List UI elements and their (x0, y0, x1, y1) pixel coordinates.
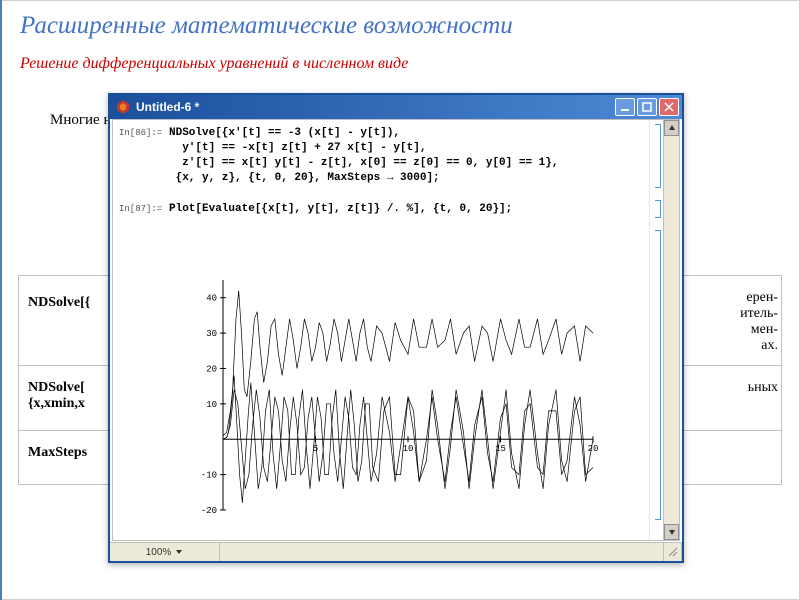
minimize-button[interactable] (615, 98, 635, 116)
slide-subtitle: Решение дифференциальных уравнений в чис… (20, 55, 780, 73)
plot-output: 5101520-20-1010203040 (183, 270, 603, 520)
window-statusbar: 100% (110, 542, 682, 561)
zoom-dropdown-icon (175, 548, 183, 556)
bg-right-fragment-2: ьных (748, 380, 778, 396)
bg-right-fragment-1: ерен- итель- мен- ах. (740, 290, 778, 354)
svg-text:30: 30 (206, 329, 217, 339)
slide-title: Расширенные математические возможности (20, 12, 780, 40)
cell-bracket-column (649, 120, 663, 540)
in86-label: In[86]:= (119, 128, 162, 138)
svg-text:20: 20 (588, 444, 599, 454)
mathematica-window: Untitled-6 * In[86]:= NDSolve[{x'[t] == … (108, 93, 684, 563)
window-titlebar[interactable]: Untitled-6 * (110, 95, 682, 119)
close-button[interactable] (659, 98, 679, 116)
slide-accent-border (0, 0, 2, 600)
status-spacer (220, 543, 664, 561)
app-icon (115, 99, 131, 115)
notebook-client-area: In[86]:= NDSolve[{x'[t] == -3 (x[t] - y[… (112, 119, 680, 541)
window-title: Untitled-6 * (136, 100, 199, 114)
svg-text:10: 10 (403, 444, 414, 454)
cell-bracket-in87[interactable] (655, 200, 661, 218)
in86-code[interactable]: NDSolve[{x'[t] == -3 (x[t] - y[t]), y'[t… (169, 126, 558, 185)
bg-label-ndsolve-2: NDSolve[ {x,xmin,x (28, 380, 85, 412)
in87-label: In[87]:= (119, 204, 162, 214)
bg-label-ndsolve-2a: NDSolve[ (28, 380, 85, 395)
vertical-scrollbar[interactable] (663, 120, 679, 540)
zoom-value: 100% (146, 547, 172, 558)
resize-grip[interactable] (664, 543, 682, 561)
scroll-down-button[interactable] (664, 524, 679, 540)
svg-text:20: 20 (206, 364, 217, 374)
svg-text:40: 40 (206, 294, 217, 304)
maximize-button[interactable] (637, 98, 657, 116)
svg-text:-20: -20 (201, 506, 217, 516)
cell-bracket-plot[interactable] (655, 230, 661, 520)
scroll-up-button[interactable] (664, 120, 679, 136)
in87-code[interactable]: Plot[Evaluate[{x[t], y[t], z[t]} /. %], … (169, 202, 512, 217)
zoom-indicator[interactable]: 100% (110, 543, 220, 561)
svg-text:-10: -10 (201, 471, 217, 481)
cell-bracket-in86[interactable] (655, 124, 661, 188)
svg-text:10: 10 (206, 400, 217, 410)
bg-label-ndsolve-2b: {x,xmin,x (28, 396, 85, 411)
bg-label-maxsteps: MaxSteps (28, 445, 87, 461)
bg-label-ndsolve-1: NDSolve[{ (28, 295, 90, 311)
